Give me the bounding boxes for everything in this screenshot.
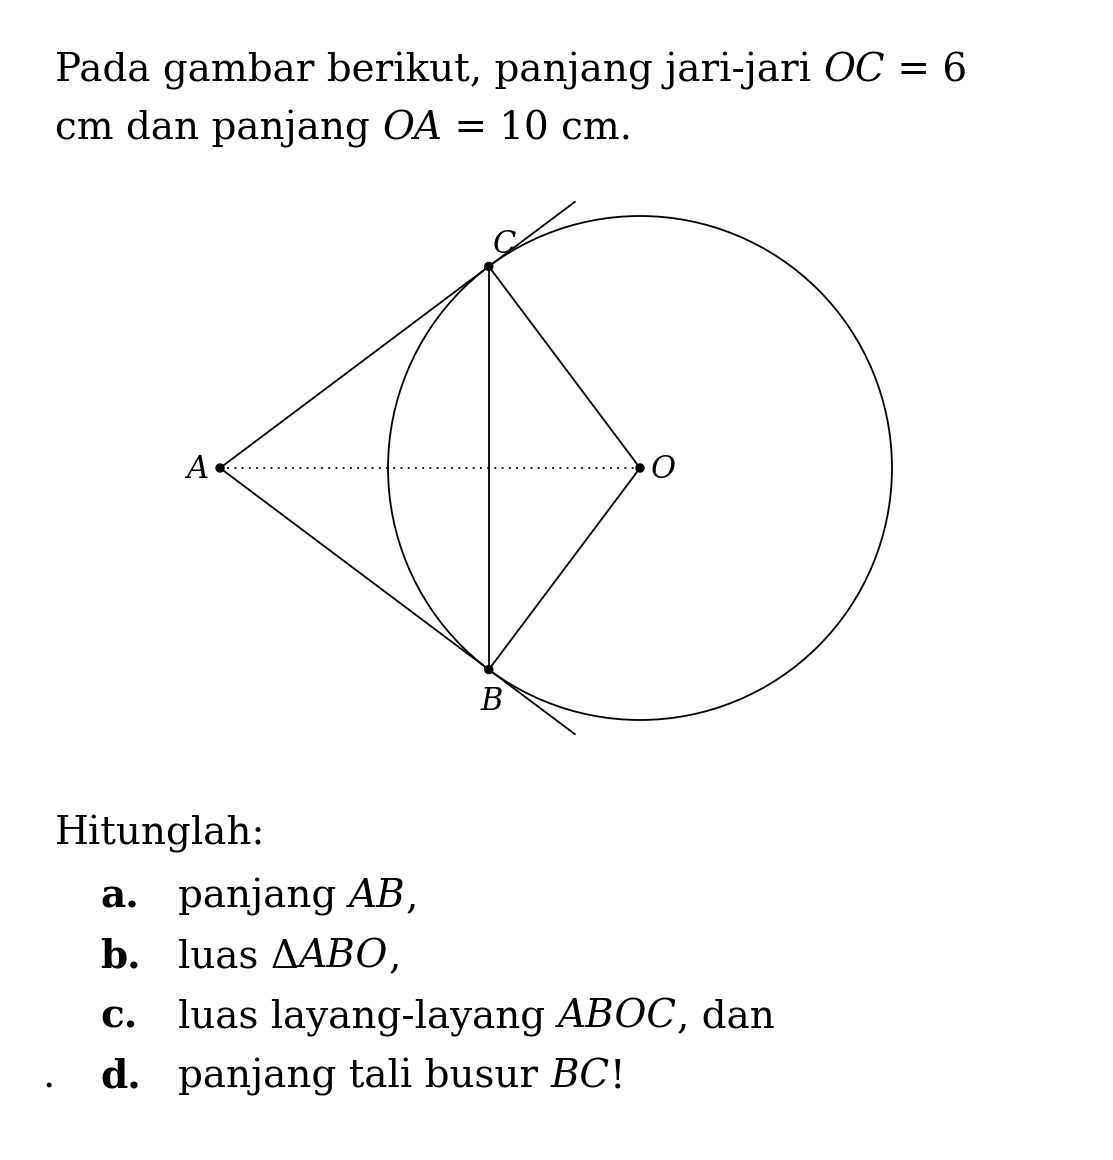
Text: BC: BC (550, 1058, 610, 1095)
Text: cm dan panjang: cm dan panjang (55, 110, 382, 148)
Text: c.: c. (100, 998, 137, 1036)
Text: AB: AB (348, 878, 405, 915)
Text: , dan: , dan (677, 998, 775, 1035)
Text: = 6: = 6 (885, 52, 967, 89)
Text: b.: b. (100, 938, 140, 976)
Text: C: C (493, 230, 516, 260)
Text: .: . (42, 1058, 55, 1095)
Text: ,: , (388, 938, 401, 976)
Text: OC: OC (824, 52, 885, 89)
Text: ABOC: ABOC (558, 998, 677, 1035)
Text: !: ! (610, 1058, 626, 1095)
Text: ABO: ABO (299, 938, 388, 976)
Text: B: B (481, 686, 503, 717)
Text: Hitunglah:: Hitunglah: (55, 815, 266, 853)
Circle shape (485, 666, 493, 674)
Text: luas Δ: luas Δ (178, 938, 299, 976)
Text: A: A (186, 455, 208, 486)
Text: panjang: panjang (178, 878, 348, 916)
Text: = 10 cm.: = 10 cm. (442, 110, 632, 147)
Text: O: O (651, 455, 676, 486)
Text: a.: a. (100, 878, 139, 916)
Circle shape (485, 262, 493, 270)
Circle shape (216, 464, 224, 472)
Text: Pada gambar berikut, panjang jari-jari: Pada gambar berikut, panjang jari-jari (55, 52, 824, 90)
Text: luas layang-layang: luas layang-layang (178, 998, 558, 1036)
Text: OA: OA (382, 110, 442, 147)
Text: ,: , (405, 878, 417, 915)
Text: panjang tali busur: panjang tali busur (178, 1058, 550, 1096)
Text: d.: d. (100, 1058, 140, 1096)
Circle shape (636, 464, 644, 472)
